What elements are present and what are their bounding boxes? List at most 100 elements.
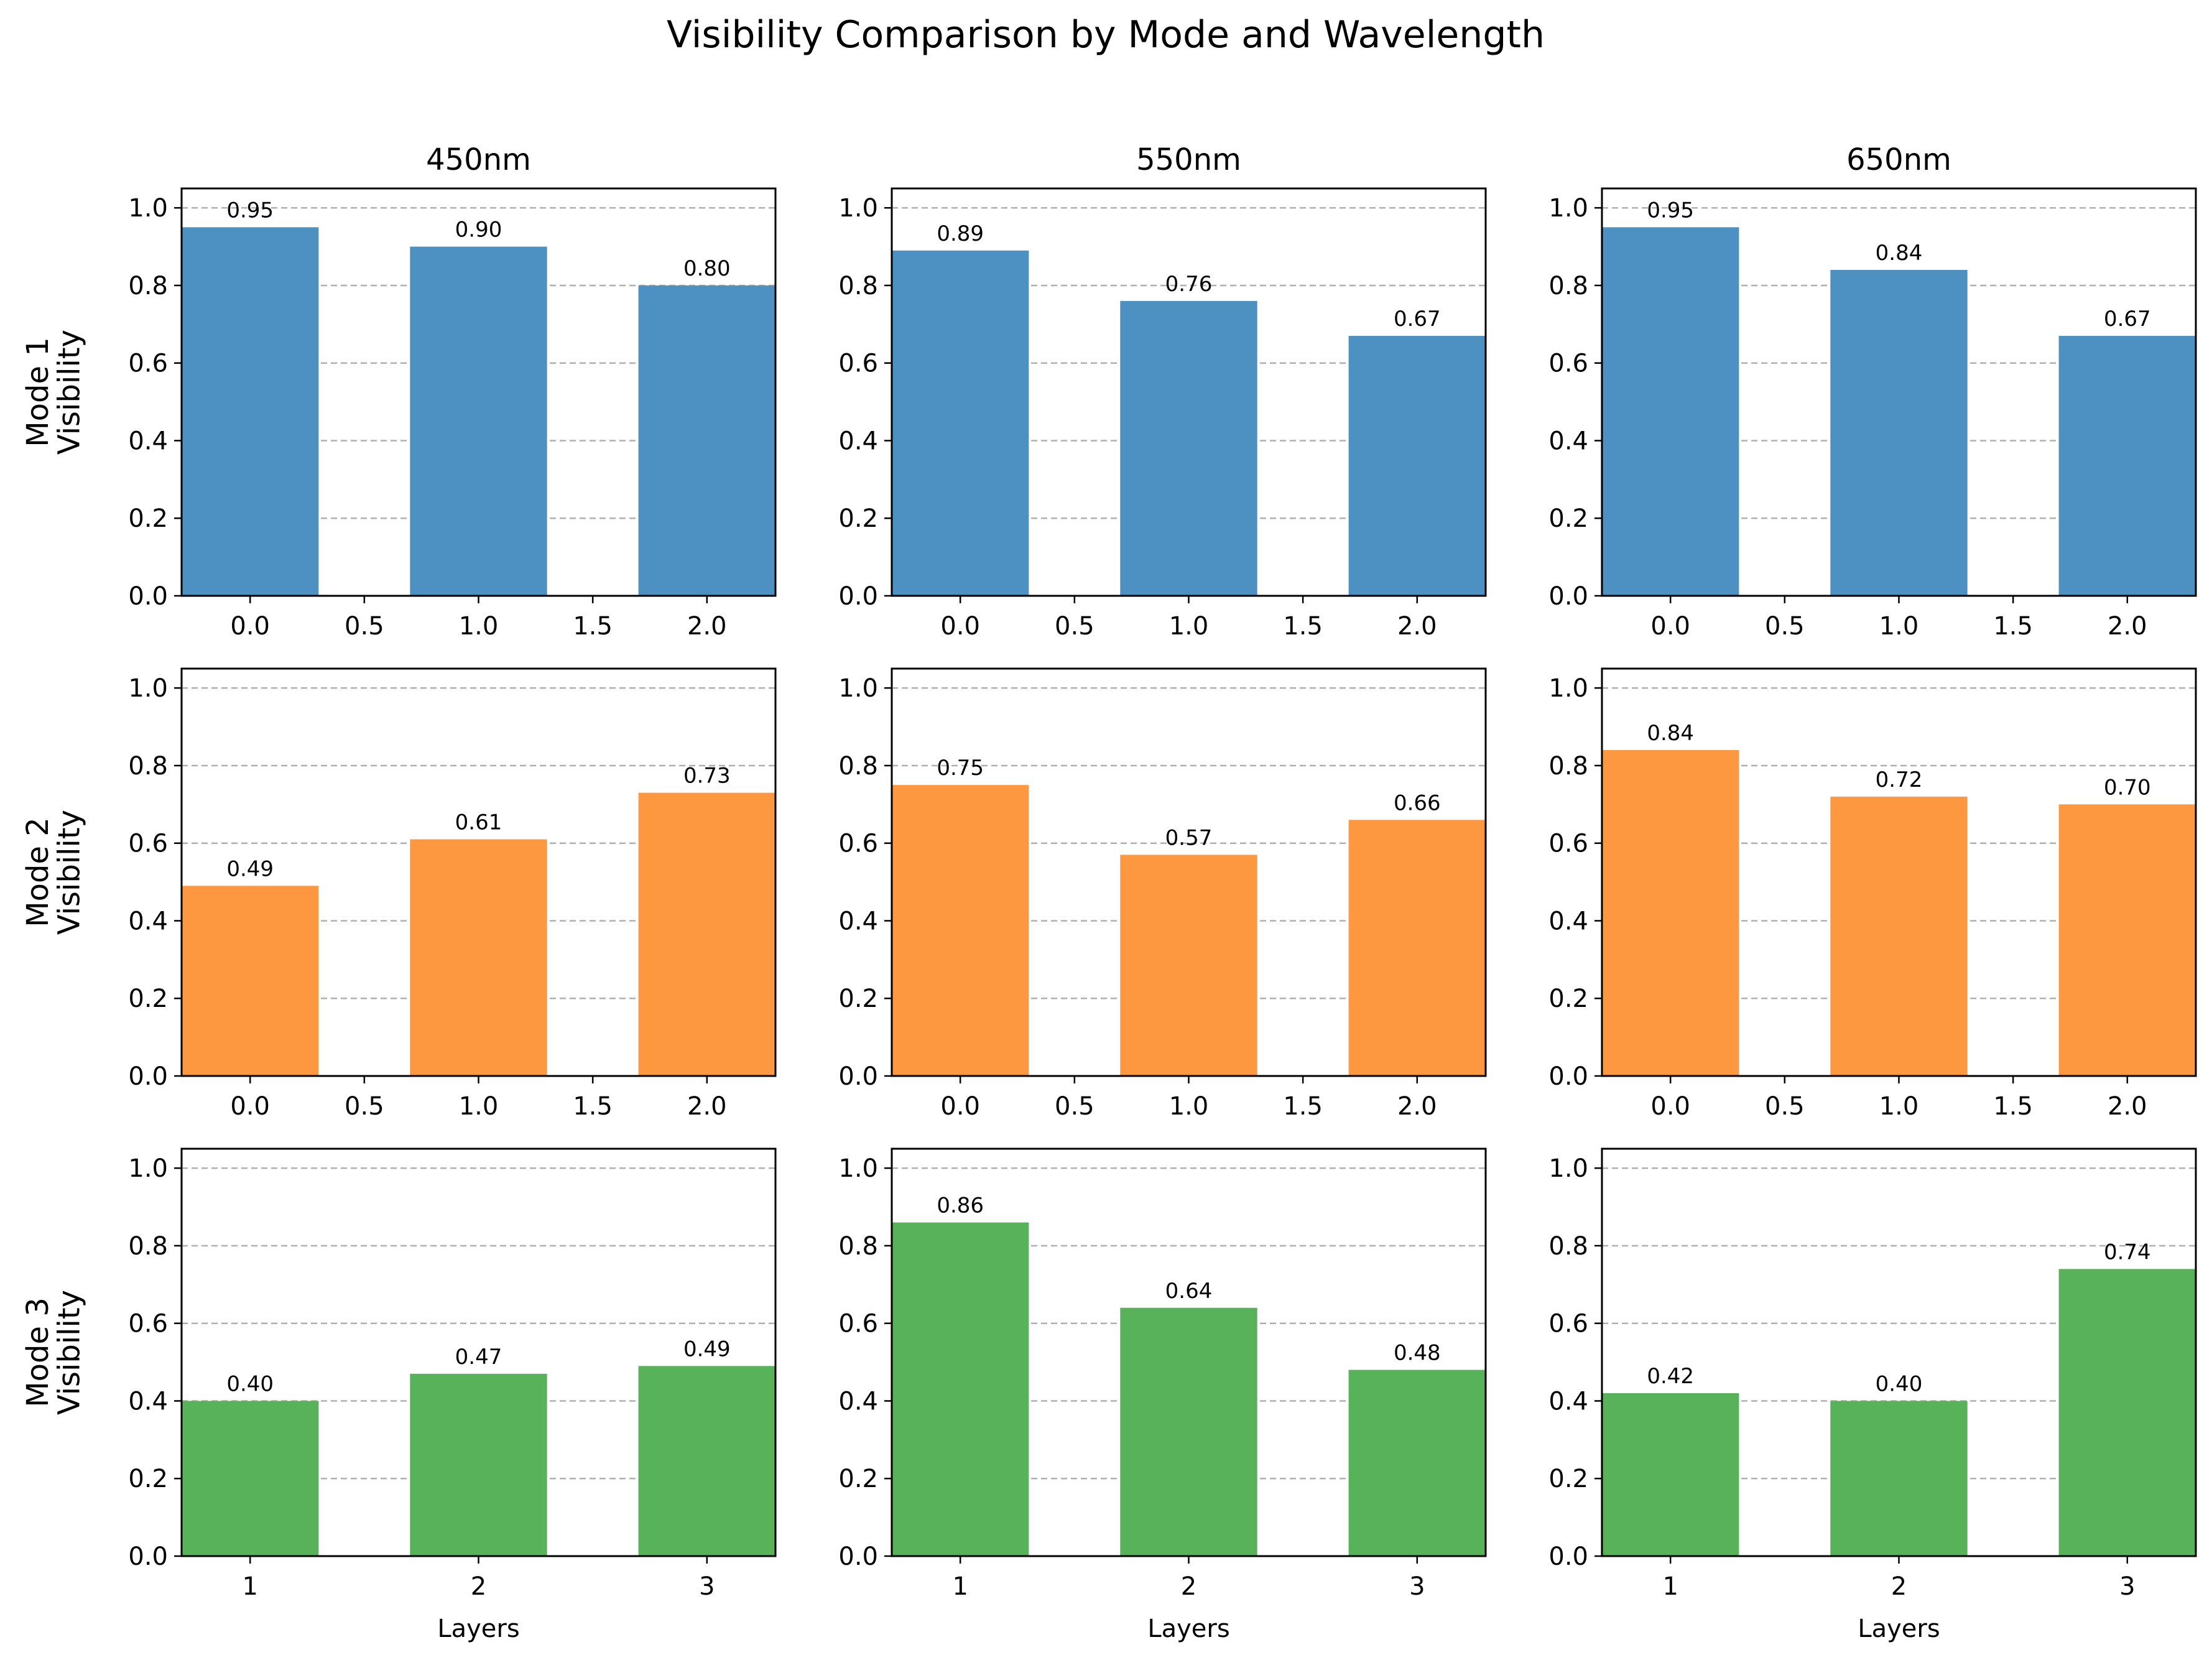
bar [1830,270,1968,596]
x-tick-label: 2.0 [1397,612,1437,641]
bar [1830,796,1968,1076]
row-axis-label: Mode 2Visibility [21,810,86,935]
x-tick-label: 2.0 [2108,1092,2147,1121]
bar [638,792,775,1076]
x-tick-label: 1.0 [1879,1092,1919,1121]
y-tick-label: 0.0 [1548,582,1588,611]
y-tick-label: 0.0 [128,1062,168,1091]
y-tick-label: 0.0 [1548,1062,1588,1091]
x-tick-label: 2.0 [687,1092,727,1121]
x-tick-label: 3 [1409,1572,1425,1601]
bar [892,1222,1029,1556]
data-label: 0.80 [683,256,731,281]
data-label: 0.64 [1165,1279,1213,1304]
data-label: 0.49 [683,1337,731,1361]
bar [2058,1269,2196,1556]
data-label: 0.40 [1876,1371,1923,1396]
row-axis-label-line: Visibility [52,330,87,455]
row-axis-label-line: Mode 2 [21,817,55,927]
y-tick-label: 1.0 [1548,1154,1588,1183]
data-label: 0.86 [937,1194,984,1218]
x-tick-label: 0.5 [1765,612,1805,641]
x-axis-label: Layers [1147,1615,1229,1643]
y-tick-label: 0.6 [128,350,168,378]
bar [638,285,775,596]
bar [1120,300,1257,596]
y-tick-label: 0.4 [838,907,878,935]
data-label: 0.61 [455,810,502,835]
y-tick-label: 0.8 [838,752,878,781]
data-label: 0.67 [1394,307,1441,331]
data-label: 0.49 [226,856,274,881]
x-tick-label: 1 [242,1572,257,1601]
x-tick-label: 0.0 [1650,612,1690,641]
x-tick-label: 1.5 [1993,612,2033,641]
subplot-r1-c2: 0.89 0.76 0.67 0.0 0.2 0.4 0.6 0.8 1.0 0.0 0.5 1.0 1… [838,142,1487,641]
bar [182,1401,319,1556]
bar [1120,855,1257,1076]
subplot-r1-c3: 0.95 0.84 0.67 0.0 0.2 0.4 0.6 0.8 1.0 0.0 0.5 1.0 1… [1548,142,2197,641]
y-tick-label: 0.8 [838,1232,878,1261]
bar [1830,1401,1968,1556]
x-tick-label: 0.0 [940,612,980,641]
y-tick-label: 1.0 [1548,194,1588,223]
y-tick-label: 0.0 [838,1542,878,1571]
x-tick-label: 1.5 [1993,1092,2033,1121]
bar [410,246,547,596]
x-tick-label: 2.0 [1397,1092,1437,1121]
x-tick-label: 0.0 [230,1092,270,1121]
y-tick-label: 0.6 [1548,830,1588,858]
y-tick-label: 1.0 [838,674,878,703]
row-axis-label: Mode 1Visibility [21,330,86,455]
x-tick-label: 1.5 [1283,612,1323,641]
bar [892,250,1029,596]
y-tick-label: 0.2 [838,1465,878,1493]
y-tick-label: 0.6 [128,1310,168,1338]
bar [1602,750,1739,1076]
bar [410,839,547,1076]
data-label: 0.84 [1647,721,1694,746]
y-tick-label: 0.6 [1548,1310,1588,1338]
data-label: 0.67 [2104,307,2151,331]
y-tick-label: 0.4 [838,427,878,455]
subplot-r3-c2: 0.86 0.64 0.48 0.0 0.2 0.4 0.6 0.8 1.0 1 2 3 Layers [838,1147,1487,1643]
figure-title: Visibility Comparison by Mode and Wavele… [667,13,1545,57]
x-axis-label: Layers [1858,1615,1940,1643]
bar [1348,336,1486,596]
y-tick-label: 0.8 [1548,752,1588,781]
x-tick-label: 0.0 [230,612,270,641]
bar [1348,820,1486,1076]
data-label: 0.48 [1394,1341,1441,1366]
x-tick-label: 0.0 [1650,1092,1690,1121]
bar [1120,1307,1257,1556]
bar [2058,804,2196,1076]
subplot-r2-c1: 0.49 0.61 0.73 0.0 0.2 0.4 0.6 0.8 1.0 0.0 0.5 1.0 1… [21,667,777,1121]
y-tick-label: 0.4 [1548,907,1588,935]
y-tick-label: 0.2 [128,985,168,1013]
subplot-r3-c3: 0.42 0.40 0.74 0.0 0.2 0.4 0.6 0.8 1.0 1 2 3 Layers [1548,1147,2197,1643]
y-tick-label: 1.0 [128,1154,168,1183]
y-tick-label: 0.8 [128,752,168,781]
bar [892,785,1029,1076]
y-tick-label: 1.0 [1548,674,1588,703]
y-tick-label: 0.6 [838,830,878,858]
y-tick-label: 0.4 [128,1387,168,1416]
y-tick-label: 0.8 [128,1232,168,1261]
data-label: 0.95 [226,198,274,223]
y-tick-label: 0.2 [838,985,878,1013]
data-label: 0.73 [683,764,731,789]
row-axis-label-line: Visibility [52,810,87,935]
x-tick-label: 1.0 [459,612,499,641]
y-tick-label: 0.0 [838,582,878,611]
y-tick-label: 0.8 [1548,272,1588,300]
data-label: 0.42 [1647,1364,1694,1389]
y-tick-label: 1.0 [128,674,168,703]
x-tick-label: 1.0 [459,1092,499,1121]
y-tick-label: 1.0 [838,1154,878,1183]
x-axis-label: Layers [437,1615,519,1643]
column-title: 550nm [1136,142,1241,177]
y-tick-label: 0.2 [838,504,878,533]
y-tick-label: 0.4 [1548,427,1588,455]
y-tick-label: 0.2 [128,1465,168,1493]
y-tick-label: 0.0 [128,1542,168,1571]
